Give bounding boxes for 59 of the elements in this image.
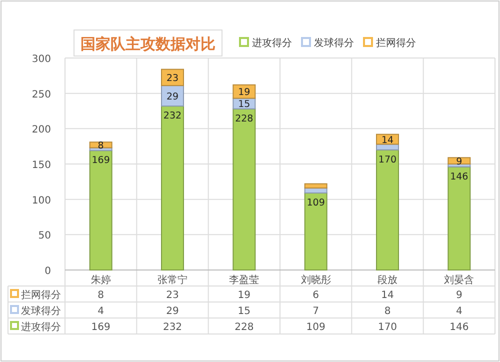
annotation: 232 [163,110,182,122]
legend-label: 发球得分 [314,37,354,49]
annotation: 8 [98,140,104,152]
data-label: 4 [98,306,104,317]
bar [232,108,256,270]
data-label: 9 [456,290,462,301]
text: 发球得分 [21,306,61,317]
data-label: 15 [238,306,251,317]
annotation: 146 [450,171,468,182]
bar [448,166,471,270]
bar [304,183,328,189]
text: 拦网得分 [21,290,61,301]
bar [376,144,399,150]
data-label: 4 [456,306,462,317]
y-tick-label: 100 [32,195,51,206]
data-label: 8 [98,290,104,301]
y-tick-label: 300 [32,54,51,65]
x-tick-label: 刘晓彤 [300,274,331,286]
text: 进攻得分 [21,322,61,333]
data-label: 6 [312,290,320,301]
legend-label: 拦网得分 [376,37,416,49]
annotation: 14 [381,134,394,146]
data-label: 14 [381,290,394,301]
x-tick-label: 刘晏含 [444,274,474,286]
data-label: 29 [166,306,179,317]
data-label: 228 [234,322,254,333]
y-tick-label: 50 [38,230,51,242]
x-tick-label: 朱婷 [90,274,111,286]
data-label: 8 [384,306,391,317]
bar [89,150,112,270]
data-label: 169 [91,322,110,333]
y-tick-label: 0 [44,266,51,277]
annotation: 15 [238,99,250,110]
annotation: 109 [306,197,325,208]
annotation: 169 [92,155,110,166]
x-tick-label: 李盈莹 [229,274,260,286]
data-label: 109 [306,322,326,333]
data-label: 7 [312,306,320,317]
y-tick-label: 250 [32,89,51,100]
annotation: 19 [238,87,250,98]
x-tick-label: 段放 [378,274,398,286]
bar [376,149,399,270]
data-label: 19 [238,290,251,301]
bar [304,192,328,270]
bar [161,106,184,270]
data-label: 146 [450,322,469,333]
data-label: 170 [378,322,398,333]
annotation: 228 [235,113,254,124]
data-label: 232 [162,322,182,333]
y-tick-label: 200 [32,124,51,136]
y-tick-label: 150 [32,160,51,171]
annotation: 23 [166,72,179,84]
annotation: 9 [456,156,462,168]
data-label: 23 [166,290,179,301]
annotation: 29 [166,91,179,102]
legend-label: 进攻得分 [252,37,292,49]
x-tick-label: 张常宁 [158,274,188,286]
chart-title: 国家队主攻数据对比 [80,35,216,53]
annotation: 170 [378,154,397,166]
